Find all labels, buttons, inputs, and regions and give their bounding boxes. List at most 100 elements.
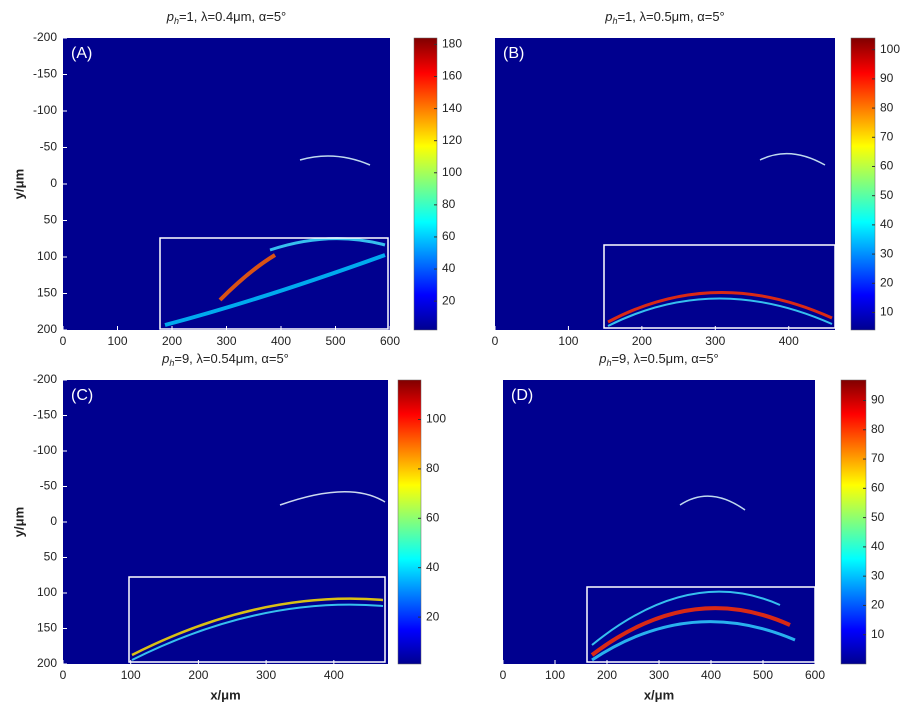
title-variable: p (604, 9, 612, 24)
x-tick-label: 0 (500, 668, 507, 682)
colorbar-tick-label: 40 (880, 217, 894, 231)
y-tick-label: 0 (50, 176, 57, 190)
intensity-feature (591, 590, 781, 646)
colorbar-tick-label: 100 (442, 165, 462, 179)
y-tick-label: -150 (33, 67, 57, 81)
y-tick-label: 50 (44, 550, 58, 564)
x-tick-label: 600 (805, 668, 825, 682)
heatmap (63, 380, 388, 664)
chart-title: ph=9, λ=0.5μm, α=5° (598, 351, 719, 368)
colorbar-tick-label: 30 (880, 246, 894, 260)
colorbar-tick-label: 80 (426, 461, 440, 475)
colorbar-tick-label: 20 (442, 293, 456, 307)
x-tick-label: 0 (60, 668, 67, 682)
colorbar-tick-label: 10 (871, 627, 885, 641)
inset (128, 576, 386, 663)
y-tick-label: 200 (37, 656, 57, 670)
colorbar-tick-label: 70 (871, 451, 885, 465)
title-rest: =1, λ=0.4μm, α=5° (179, 9, 286, 24)
colorbar-tick-label: 90 (871, 393, 885, 407)
panel: (D) ph=9, λ=0.5μm, α=5° 0 100 200 300 400 500 60… (500, 351, 885, 702)
inset (586, 586, 816, 663)
x-tick-label: 400 (324, 668, 344, 682)
y-tick-label: 50 (44, 213, 58, 227)
title-rest: =9, λ=0.5μm, α=5° (611, 351, 718, 366)
intensity-feature (607, 291, 833, 324)
colorbar-tick-label: 180 (442, 37, 462, 51)
x-tick-label: 200 (162, 334, 182, 348)
colorbar-tick-label: 20 (426, 609, 440, 623)
y-tick-label: -100 (33, 443, 57, 457)
intensity-feature (759, 152, 826, 166)
intensity-feature (131, 603, 384, 661)
panel-label: (D) (511, 387, 533, 404)
y-tick-label: -200 (33, 372, 57, 386)
x-tick-label: 300 (216, 334, 236, 348)
colorbar-tick-label: 10 (880, 305, 894, 319)
intensity-feature (164, 253, 386, 327)
x-tick-label: 600 (380, 334, 400, 348)
y-tick-label: -50 (40, 479, 58, 493)
colorbar-tick-label: 20 (871, 598, 885, 612)
x-tick-label: 300 (256, 668, 276, 682)
title-subscript: h (169, 358, 174, 368)
intensity-feature (299, 155, 371, 166)
colorbar-tick-label: 40 (442, 261, 456, 275)
colorbar-tick-label: 100 (426, 412, 446, 426)
panel: (B) ph=1, λ=0.5μm, α=5° 0 100 200 300 400 10 20 3… (492, 9, 901, 348)
colorbar-tick-label: 60 (880, 159, 894, 173)
colorbar (413, 37, 438, 331)
y-tick-label: -100 (33, 103, 57, 117)
colorbar-tick-label: 80 (880, 100, 894, 114)
colorbar-tick-label: 80 (442, 197, 456, 211)
chart-title: ph=1, λ=0.4μm, α=5° (166, 9, 287, 26)
panel: (C)ph=9, λ=0.54μm, α=5°0 100 200 300 400-200… (11, 351, 446, 702)
intensity-feature (269, 237, 386, 252)
x-tick-label: 300 (705, 334, 725, 348)
chart-title: ph=9, λ=0.54μm, α=5° (161, 351, 289, 368)
x-tick-label: 500 (325, 334, 345, 348)
colorbar-tick-label: 20 (880, 275, 894, 289)
colorbar-tick-label: 40 (871, 539, 885, 553)
colorbar-tick-label: 50 (880, 188, 894, 202)
y-tick-label: 100 (37, 585, 57, 599)
colorbar-tick-label: 60 (426, 510, 440, 524)
x-tick-label: 200 (632, 334, 652, 348)
x-tick-label: 100 (558, 334, 578, 348)
colorbar-tick-label: 80 (871, 422, 885, 436)
y-tick-label: 0 (50, 514, 57, 528)
colorbar-tick-label: 30 (871, 568, 885, 582)
panel-label: (B) (503, 45, 524, 62)
title-subscript: h (612, 16, 617, 26)
y-tick-label: -150 (33, 408, 57, 422)
panel-label: (C) (71, 387, 93, 404)
x-axis-label: x/μm (644, 687, 674, 702)
panel: (A)ph=1, λ=0.4μm, α=5°0 100 200 300 400 500 60… (11, 9, 462, 348)
inset (159, 237, 389, 330)
x-tick-label: 0 (60, 334, 67, 348)
colorbar-tick-label: 140 (442, 101, 462, 115)
heatmap (503, 380, 815, 664)
intensity-feature (607, 297, 833, 327)
colorbar-tick-label: 90 (880, 71, 894, 85)
x-tick-label: 200 (597, 668, 617, 682)
colorbar-tick-label: 60 (442, 229, 456, 243)
colorbar (397, 379, 422, 665)
heatmap (63, 38, 390, 330)
colorbar-tick-label: 50 (871, 510, 885, 524)
x-tick-label: 100 (121, 668, 141, 682)
intensity-feature (218, 253, 277, 302)
x-tick-label: 300 (649, 668, 669, 682)
colorbar-tick-label: 100 (880, 42, 900, 56)
y-tick-label: -200 (33, 30, 57, 44)
inset (603, 244, 836, 329)
y-axis-label: y/μm (11, 169, 26, 199)
colorbar-tick-label: 70 (880, 129, 894, 143)
x-tick-label: 100 (107, 334, 127, 348)
y-tick-label: 150 (37, 286, 57, 300)
y-tick-label: 150 (37, 621, 57, 635)
intensity-feature (131, 597, 384, 657)
colorbar-tick-label: 40 (426, 560, 440, 574)
x-tick-label: 200 (188, 668, 208, 682)
